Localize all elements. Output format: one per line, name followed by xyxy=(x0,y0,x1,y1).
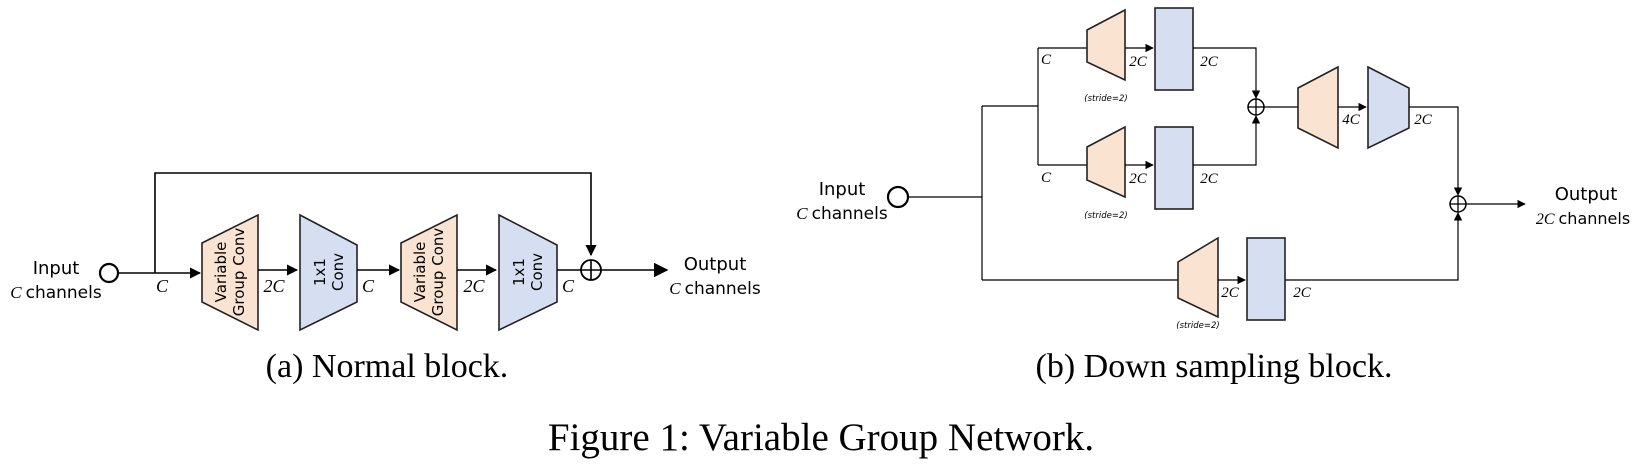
panel-b-mid-edge-label-c: C xyxy=(1041,170,1052,186)
panel-b-output-label: Output xyxy=(1555,184,1618,205)
panel-a-vgc-1 xyxy=(201,213,259,332)
panel-b-bottom-edge-label-2c2: 2C xyxy=(1293,285,1312,301)
panel-a-conv-2 xyxy=(498,213,558,332)
panel-b-caption: (b) Down sampling block. xyxy=(1036,348,1393,385)
panel-a-conv-1-label: 1x1Conv xyxy=(311,253,347,291)
panel-b-bottom-edge-label-2c1: 2C xyxy=(1221,285,1240,301)
panel-a-skip-connection xyxy=(154,172,597,273)
panel-b-mid-stride-conv xyxy=(1086,125,1126,199)
panel-b-edge-label-2c3: 2C xyxy=(1414,112,1433,128)
panel-a-conv-1 xyxy=(299,213,358,332)
panel-b-input-node xyxy=(886,185,910,209)
panel-b-edge-conv-to-sum2 xyxy=(1409,106,1463,196)
panel-a-vgc-2-label: VariableGroup Conv xyxy=(411,228,447,317)
panel-b-mid-edge-to-sum xyxy=(1193,115,1261,166)
panel-b-edge-label-4c: 4C xyxy=(1342,112,1361,128)
panel-b-bottom-conv-block xyxy=(1246,237,1286,321)
panel-b-mid-conv-block xyxy=(1154,126,1194,210)
panel-a-vgc-2 xyxy=(400,213,458,332)
panel-a-input-label: Input xyxy=(33,258,80,279)
panel-a-vgc-1-label: VariableGroup Conv xyxy=(212,228,248,317)
panel-b-top-edge-to-sum xyxy=(1193,47,1261,99)
panel-b-top-conv-block xyxy=(1154,7,1194,91)
panel-b-top-stride-label: (stride=2) xyxy=(1084,94,1127,104)
panel-b-mid-stride-label: (stride=2) xyxy=(1084,211,1127,221)
panel-b-bottom-edge-to-sum2 xyxy=(1285,212,1463,281)
panel-a-edge-label-2c1: 2C xyxy=(263,276,285,296)
panel-a-output-label: Output xyxy=(684,254,747,275)
panel-a-conv-2-label: 1x1Conv xyxy=(510,253,546,291)
panel-b-input-label: Input xyxy=(819,179,866,200)
panel-a-edge-label-c2: C xyxy=(362,276,375,296)
panel-b-top-edge-label-2c2: 2C xyxy=(1200,54,1219,70)
panel-b-top-edge-label-2c1: 2C xyxy=(1129,54,1148,70)
figure-caption: Figure 1: Variable Group Network. xyxy=(548,416,1094,459)
panel-b-mid-edge-label-2c1: 2C xyxy=(1129,171,1148,187)
panel-a-edge-label-2c2: 2C xyxy=(463,276,485,296)
panel-b-top-stride-conv xyxy=(1086,8,1126,82)
panel-b-vgc-block xyxy=(1297,65,1339,150)
panel-a-input-node xyxy=(98,262,120,284)
panel-a-caption: (a) Normal block. xyxy=(266,348,509,385)
panel-b-mid-edge-label-2c2: 2C xyxy=(1200,171,1219,187)
panel-b-output-channels: 2C channels xyxy=(1536,209,1630,228)
panel-b-bottom-stride-conv xyxy=(1177,236,1219,319)
panel-b-bottom-stride-label: (stride=2) xyxy=(1176,321,1219,331)
panel-a-edge-label-c1: C xyxy=(156,276,169,296)
panel-b-conv-block xyxy=(1367,65,1410,150)
panel-a-edge-label-c3: C xyxy=(562,276,575,296)
panel-b-top-edge-label-c: C xyxy=(1041,52,1052,68)
